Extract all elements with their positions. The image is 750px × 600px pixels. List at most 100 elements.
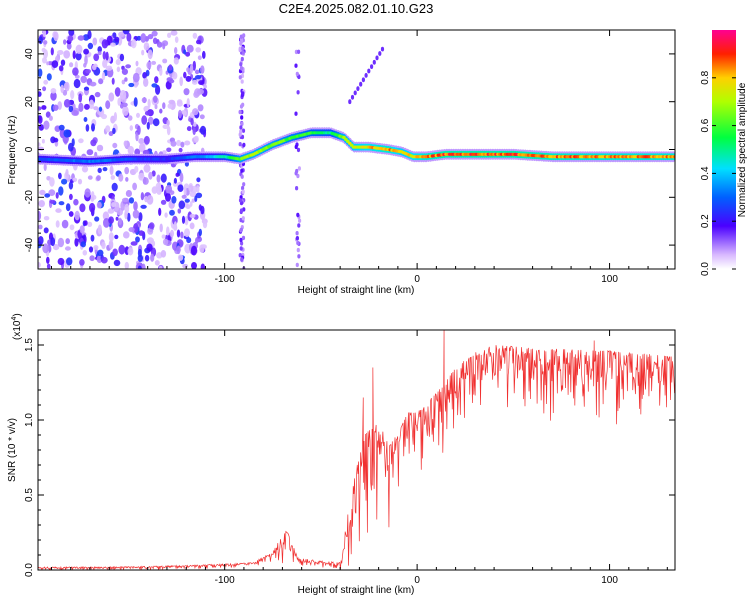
noise-dot xyxy=(196,177,201,183)
noise-dot xyxy=(108,92,115,102)
noise-dot xyxy=(69,62,74,68)
snr-scale-exponent: 4 xyxy=(11,317,18,321)
noise-dot xyxy=(108,239,114,250)
noise-dot xyxy=(50,237,56,247)
noise-dot xyxy=(98,106,103,112)
noise-dot xyxy=(48,115,53,121)
noise-dot xyxy=(57,237,65,248)
x-tick-label: 100 xyxy=(601,274,618,285)
noise-dot xyxy=(129,125,133,131)
noise-dot xyxy=(147,49,153,60)
x-tick-label: 100 xyxy=(601,575,618,586)
x-tick-label: -100 xyxy=(215,274,235,285)
noise-dot xyxy=(111,182,118,192)
noise-dot xyxy=(142,177,149,185)
noise-dot xyxy=(111,77,115,85)
noise-dot xyxy=(38,142,41,147)
snr-scale-label: (x104) xyxy=(11,313,23,340)
noise-dot xyxy=(193,135,199,143)
noise-dot xyxy=(72,50,76,60)
noise-dot xyxy=(144,111,151,116)
noise-dot xyxy=(184,228,190,238)
noise-dot xyxy=(50,47,54,56)
noise-dot xyxy=(69,193,73,200)
noise-dot xyxy=(192,121,197,127)
noise-dot xyxy=(143,42,150,51)
noise-dot xyxy=(142,72,148,79)
noise-dot xyxy=(43,120,50,130)
noise-dot xyxy=(162,150,167,155)
noise-dot xyxy=(88,246,94,253)
noise-dot xyxy=(175,172,180,177)
noise-dot xyxy=(132,182,138,191)
noise-dot xyxy=(83,86,90,91)
streak-dot xyxy=(356,86,360,91)
snr-panel: -100 0 100 0.0 0.5 1.0 1.5 Height of straight … xyxy=(7,313,676,596)
noise-dot xyxy=(168,64,173,71)
noise-dot xyxy=(295,262,299,268)
colorbar-tick-label: 0.0 xyxy=(700,262,711,276)
snr-xlabel: Height of straight line (km) xyxy=(298,585,415,596)
noise-dot xyxy=(183,49,187,55)
noise-dot xyxy=(128,82,135,88)
noise-dot xyxy=(68,181,74,190)
streak-dot xyxy=(353,90,357,96)
noise-dot xyxy=(108,232,114,242)
noise-dot xyxy=(125,190,132,197)
noise-dot xyxy=(43,79,49,85)
noise-dot xyxy=(93,106,99,111)
noise-dot xyxy=(85,124,90,132)
noise-dot xyxy=(186,98,190,108)
snr-scale-close: ) xyxy=(12,313,23,316)
noise-dot xyxy=(122,106,129,116)
noise-dot xyxy=(146,61,152,69)
x-tick-label: 0 xyxy=(414,575,420,586)
streak-dot xyxy=(375,55,379,61)
noise-dot xyxy=(75,52,82,61)
noise-dot xyxy=(118,173,124,182)
noise-dot xyxy=(143,77,149,87)
noise-dot xyxy=(241,91,245,96)
noise-dot xyxy=(94,91,101,98)
noise-dot xyxy=(241,50,245,55)
noise-dot xyxy=(127,247,134,256)
noise-dot xyxy=(171,196,177,204)
y-tick-label: 0.0 xyxy=(24,563,35,577)
noise-dot xyxy=(87,30,92,40)
noise-dot xyxy=(92,64,97,71)
noise-dot xyxy=(241,102,245,108)
noise-dot xyxy=(65,238,70,245)
noise-dot xyxy=(125,177,129,182)
noise-dot xyxy=(115,59,121,66)
noise-dot xyxy=(106,35,113,46)
noise-dot xyxy=(90,139,97,147)
noise-dot xyxy=(88,99,95,110)
noise-dot xyxy=(130,241,138,246)
noise-dot xyxy=(185,51,191,57)
noise-dot xyxy=(240,168,244,173)
noise-dot xyxy=(133,223,139,233)
noise-dot xyxy=(137,125,141,135)
noise-dot xyxy=(55,208,62,213)
noise-dot xyxy=(173,57,179,65)
noise-dot xyxy=(132,72,140,83)
noise-dot xyxy=(43,40,48,45)
noise-dot xyxy=(100,256,108,264)
noise-dot xyxy=(295,236,299,241)
noise-dot xyxy=(167,32,172,38)
y-tick-label: 0.5 xyxy=(24,488,35,502)
noise-dot xyxy=(162,102,166,110)
noise-dot xyxy=(196,39,202,45)
noise-dot xyxy=(177,184,184,192)
noise-dot xyxy=(148,222,155,230)
noise-dot xyxy=(68,142,74,152)
noise-dot xyxy=(81,165,89,173)
noise-dot xyxy=(83,62,87,68)
noise-dot xyxy=(108,208,113,214)
noise-dot xyxy=(241,216,245,221)
noise-dot xyxy=(189,213,196,219)
noise-dot xyxy=(96,175,101,181)
noise-dot xyxy=(128,197,135,204)
noise-dot xyxy=(156,41,163,48)
noise-dot xyxy=(38,91,42,97)
